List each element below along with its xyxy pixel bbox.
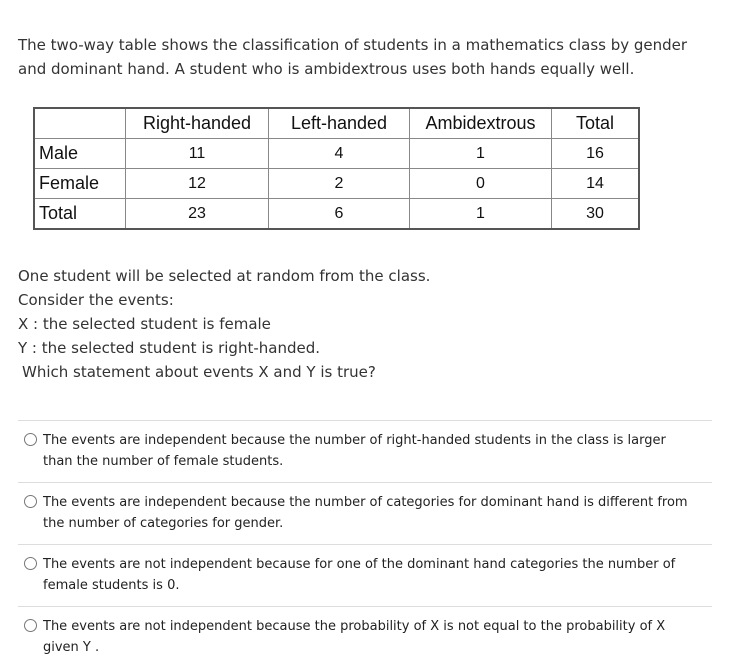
table-cell: 2	[268, 168, 410, 199]
table-cell: 0	[409, 168, 552, 199]
option-text[interactable]: The events are not independent because t…	[43, 619, 666, 655]
question: One student will be selected at random f…	[18, 264, 430, 384]
options: The events are independent because the n…	[18, 420, 712, 668]
header-cell	[33, 107, 126, 139]
option[interactable]: The events are not independent because f…	[18, 544, 712, 606]
table-row: Total 23 6 1 30	[33, 198, 640, 230]
row-label: Female	[33, 168, 126, 199]
option-text[interactable]: The events are independent because the n…	[43, 495, 688, 531]
table-cell: 12	[125, 168, 269, 199]
header-cell: Ambidextrous	[409, 107, 552, 139]
header-cell: Left-handed	[268, 107, 410, 139]
question-line: Consider the events:	[18, 291, 174, 309]
table-cell: 1	[409, 198, 552, 230]
table-cell: 23	[125, 198, 269, 230]
question-line: Y : the selected student is right-handed…	[18, 339, 320, 357]
two-way-table: Right-handed Left-handed Ambidextrous Total…	[33, 107, 640, 230]
page: The two-way table shows the classificati…	[18, 36, 712, 655]
option-text[interactable]: The events are not independent because f…	[43, 557, 676, 593]
table-cell: 16	[551, 138, 640, 169]
table-cell: 6	[268, 198, 410, 230]
table-cell: 30	[551, 198, 640, 230]
row-label: Male	[33, 138, 126, 169]
table-cell: 11	[125, 138, 269, 169]
table-cell: 14	[551, 168, 640, 199]
option[interactable]: The events are independent because the n…	[18, 482, 712, 544]
table-cell: 1	[409, 138, 552, 169]
question-line: X : the selected student is female	[18, 315, 271, 333]
option[interactable]: The events are not independent because t…	[18, 606, 712, 668]
question-line: One student will be selected at random f…	[18, 267, 431, 285]
radio-button[interactable]	[24, 619, 37, 632]
header-cell: Total	[551, 107, 640, 139]
header-row: Right-handed Left-handed Ambidextrous Total	[33, 107, 640, 139]
table-row: Female 12 2 0 14	[33, 168, 640, 199]
intro-text: The two-way table shows the classificati…	[18, 36, 688, 78]
table-row: Male 11 4 1 16	[33, 138, 640, 169]
option-text[interactable]: The events are independent because the n…	[43, 433, 666, 469]
header-cell: Right-handed	[125, 107, 269, 139]
row-label: Total	[33, 198, 126, 230]
option[interactable]: The events are independent because the n…	[18, 420, 712, 482]
radio-button[interactable]	[24, 495, 37, 508]
table-cell: 4	[268, 138, 410, 169]
radio-button[interactable]	[24, 557, 37, 570]
question-line: Which statement about events X and Y is …	[22, 363, 376, 381]
radio-button[interactable]	[24, 433, 37, 446]
